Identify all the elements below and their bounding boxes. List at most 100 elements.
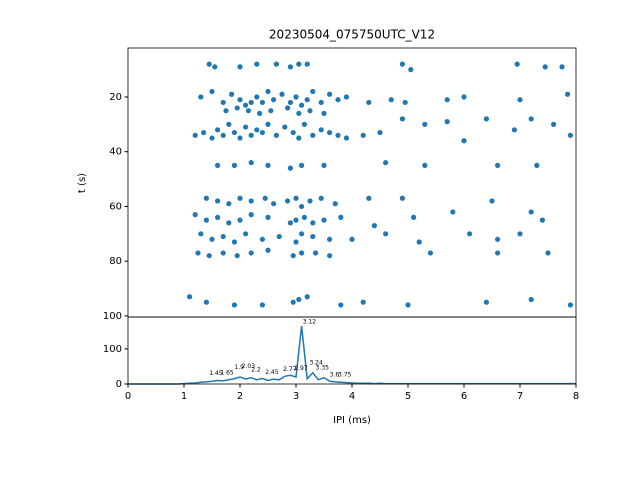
axes-frame — [127, 316, 577, 385]
point — [388, 97, 394, 103]
point — [383, 231, 389, 237]
point — [290, 129, 296, 136]
point — [383, 160, 389, 166]
point — [318, 195, 324, 201]
point — [399, 61, 405, 67]
y-axis-label: t (s) — [77, 173, 88, 193]
x-axis-label: IPI (ms) — [333, 415, 371, 426]
point — [254, 94, 260, 100]
point — [551, 121, 557, 127]
y-tick-label: 40 — [109, 147, 122, 158]
point — [287, 165, 293, 171]
point — [304, 61, 310, 67]
point — [279, 91, 285, 97]
point — [237, 217, 243, 223]
point — [495, 162, 501, 168]
point — [209, 236, 215, 242]
point — [338, 302, 344, 308]
point — [287, 99, 293, 106]
point — [245, 108, 251, 114]
peak-label: 1.9 — [234, 364, 244, 371]
point — [528, 116, 534, 122]
point — [399, 195, 405, 201]
point — [366, 99, 372, 106]
point — [534, 162, 540, 168]
point — [265, 214, 271, 220]
point — [226, 201, 232, 207]
point — [304, 97, 310, 103]
point — [318, 99, 324, 106]
point — [511, 127, 517, 133]
point — [296, 135, 302, 141]
point — [461, 138, 467, 144]
point — [444, 97, 450, 103]
point — [290, 299, 296, 305]
point — [495, 236, 501, 242]
y-tick-label: 20 — [109, 92, 122, 103]
point — [483, 299, 489, 305]
point — [254, 127, 260, 133]
peak-label: 2.77 — [283, 366, 297, 373]
peak-label: 1.65 — [220, 369, 234, 376]
point — [335, 132, 341, 138]
point — [310, 132, 316, 138]
point — [248, 132, 254, 138]
point — [220, 99, 226, 106]
point — [271, 201, 277, 207]
point — [542, 64, 548, 70]
point — [265, 121, 271, 127]
point — [296, 110, 302, 117]
x-tick-label: 6 — [461, 391, 467, 402]
point — [203, 195, 209, 201]
x-tick-label: 5 — [405, 391, 411, 402]
point — [327, 253, 333, 259]
point — [416, 239, 422, 245]
point — [203, 217, 209, 223]
point — [259, 129, 265, 136]
point — [307, 198, 313, 204]
x-tick-label: 1 — [181, 391, 187, 402]
point — [408, 67, 414, 73]
point — [285, 105, 291, 111]
point — [539, 217, 546, 223]
point — [215, 214, 221, 220]
point — [192, 212, 198, 218]
point — [327, 91, 333, 97]
point — [321, 110, 327, 117]
point — [299, 203, 305, 210]
point — [489, 198, 495, 204]
point — [209, 88, 215, 95]
point — [220, 132, 226, 138]
point — [287, 220, 293, 226]
point — [293, 94, 299, 100]
point — [271, 97, 277, 103]
point — [226, 220, 232, 226]
point — [285, 198, 291, 204]
point — [338, 214, 344, 220]
point — [422, 121, 428, 127]
x-tick-label: 2 — [237, 391, 243, 402]
chart-title: 20230504_075750UTC_V12 — [269, 28, 435, 42]
point — [231, 162, 237, 168]
point — [209, 135, 215, 141]
point — [282, 124, 288, 130]
peak-label: 1.45 — [209, 370, 223, 377]
point — [517, 97, 523, 103]
x-tick-label: 3 — [293, 391, 299, 402]
point — [377, 129, 383, 136]
point — [206, 253, 212, 259]
point — [259, 99, 265, 106]
point — [304, 294, 310, 300]
point — [259, 236, 265, 242]
point — [203, 299, 209, 305]
point — [545, 250, 551, 256]
point — [226, 121, 232, 127]
point — [366, 195, 372, 201]
point — [248, 250, 254, 256]
point — [296, 61, 302, 67]
y-tick-label: 100 — [103, 311, 122, 322]
point — [310, 220, 316, 226]
point — [327, 236, 333, 242]
